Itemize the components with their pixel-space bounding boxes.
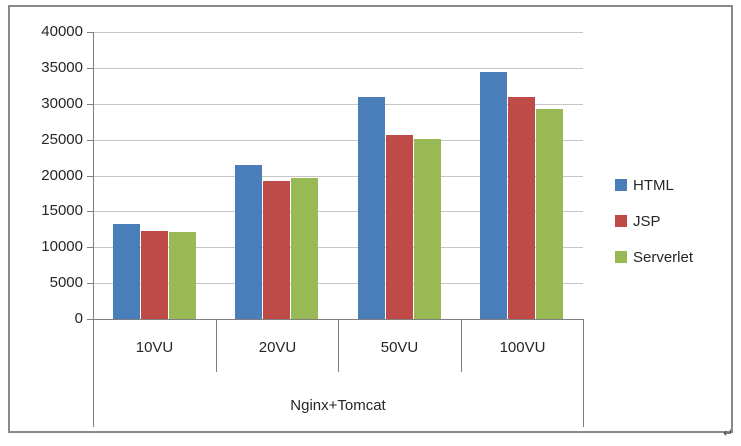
legend-marker-jsp-icon	[615, 215, 627, 227]
y-gridline	[93, 176, 583, 177]
legend-label-jsp: JSP	[633, 212, 661, 230]
y-gridline	[93, 211, 583, 212]
legend-item-html: HTML	[615, 167, 727, 203]
y-axis-tick	[87, 176, 93, 177]
bar-chart: 0 5000 10000 15000 20000 25000 30000 35000 40000…	[10, 7, 731, 431]
y-axis-label: 35000	[41, 59, 83, 76]
y-axis-tick	[87, 104, 93, 105]
bar-html-10vu	[113, 224, 140, 319]
y-axis-label: 30000	[41, 95, 83, 112]
x-axis-category-label: 100VU	[499, 339, 546, 356]
y-gridline	[93, 104, 583, 105]
bar-jsp-10vu	[141, 231, 168, 319]
y-axis-label: 20000	[41, 167, 83, 184]
bar-html-100vu	[480, 72, 507, 319]
y-gridline	[93, 283, 583, 284]
x-axis-category-label: 10VU	[135, 339, 174, 356]
y-axis-tick	[87, 140, 93, 141]
legend-item-serverlet: Serverlet	[615, 239, 727, 275]
x-axis-category-label: 50VU	[380, 339, 419, 356]
bar-serverlet-10vu	[169, 232, 196, 319]
x-axis-group-label: Nginx+Tomcat	[290, 397, 386, 414]
bar-jsp-20vu	[263, 181, 290, 319]
y-axis-label: 10000	[41, 238, 83, 255]
legend-marker-serverlet-icon	[615, 251, 627, 263]
paragraph-return-icon: ↵	[723, 426, 734, 440]
y-axis-label: 0	[74, 310, 83, 327]
y-axis-tick	[87, 211, 93, 212]
category-right-boundary-line	[583, 319, 584, 427]
bar-html-20vu	[235, 165, 262, 319]
y-gridline	[93, 247, 583, 248]
bar-html-50vu	[358, 97, 385, 319]
y-axis-line	[93, 32, 94, 427]
y-axis-tick	[87, 32, 93, 33]
y-axis-tick	[87, 283, 93, 284]
bar-serverlet-100vu	[536, 109, 563, 319]
y-axis-tick	[87, 68, 93, 69]
y-gridline	[93, 32, 583, 33]
y-axis-label: 15000	[41, 202, 83, 219]
bar-jsp-100vu	[508, 97, 535, 319]
legend-label-serverlet: Serverlet	[633, 248, 694, 266]
category-separator-line	[461, 319, 462, 372]
y-axis-tick	[87, 247, 93, 248]
bar-serverlet-20vu	[291, 178, 318, 319]
chart-frame[interactable]: 0 5000 10000 15000 20000 25000 30000 35000 40000…	[8, 5, 733, 433]
x-axis-category-label: 20VU	[258, 339, 297, 356]
y-axis-tick	[87, 319, 93, 320]
y-axis-label: 25000	[41, 131, 83, 148]
legend-marker-html-icon	[615, 179, 627, 191]
bar-serverlet-50vu	[414, 139, 441, 319]
legend-label-html: HTML	[633, 176, 674, 194]
category-separator-line	[338, 319, 339, 372]
y-gridline	[93, 68, 583, 69]
bar-jsp-50vu	[386, 135, 413, 319]
y-gridline	[93, 140, 583, 141]
legend-item-jsp: JSP	[615, 203, 727, 239]
y-axis-label: 40000	[41, 23, 83, 40]
y-axis-label: 5000	[49, 274, 83, 291]
chart-legend: HTML JSP Serverlet	[615, 167, 727, 275]
x-axis-line	[93, 319, 583, 320]
category-separator-line	[216, 319, 217, 372]
